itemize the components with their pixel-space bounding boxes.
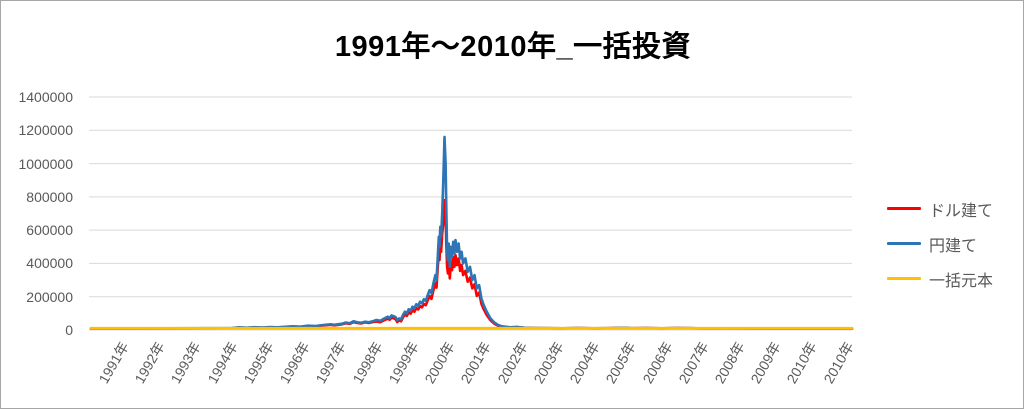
series-line-ドル建て (89, 198, 854, 331)
series-line-円建て (89, 135, 854, 331)
chart-title: 1991年～2010年_一括投資 (334, 31, 692, 63)
